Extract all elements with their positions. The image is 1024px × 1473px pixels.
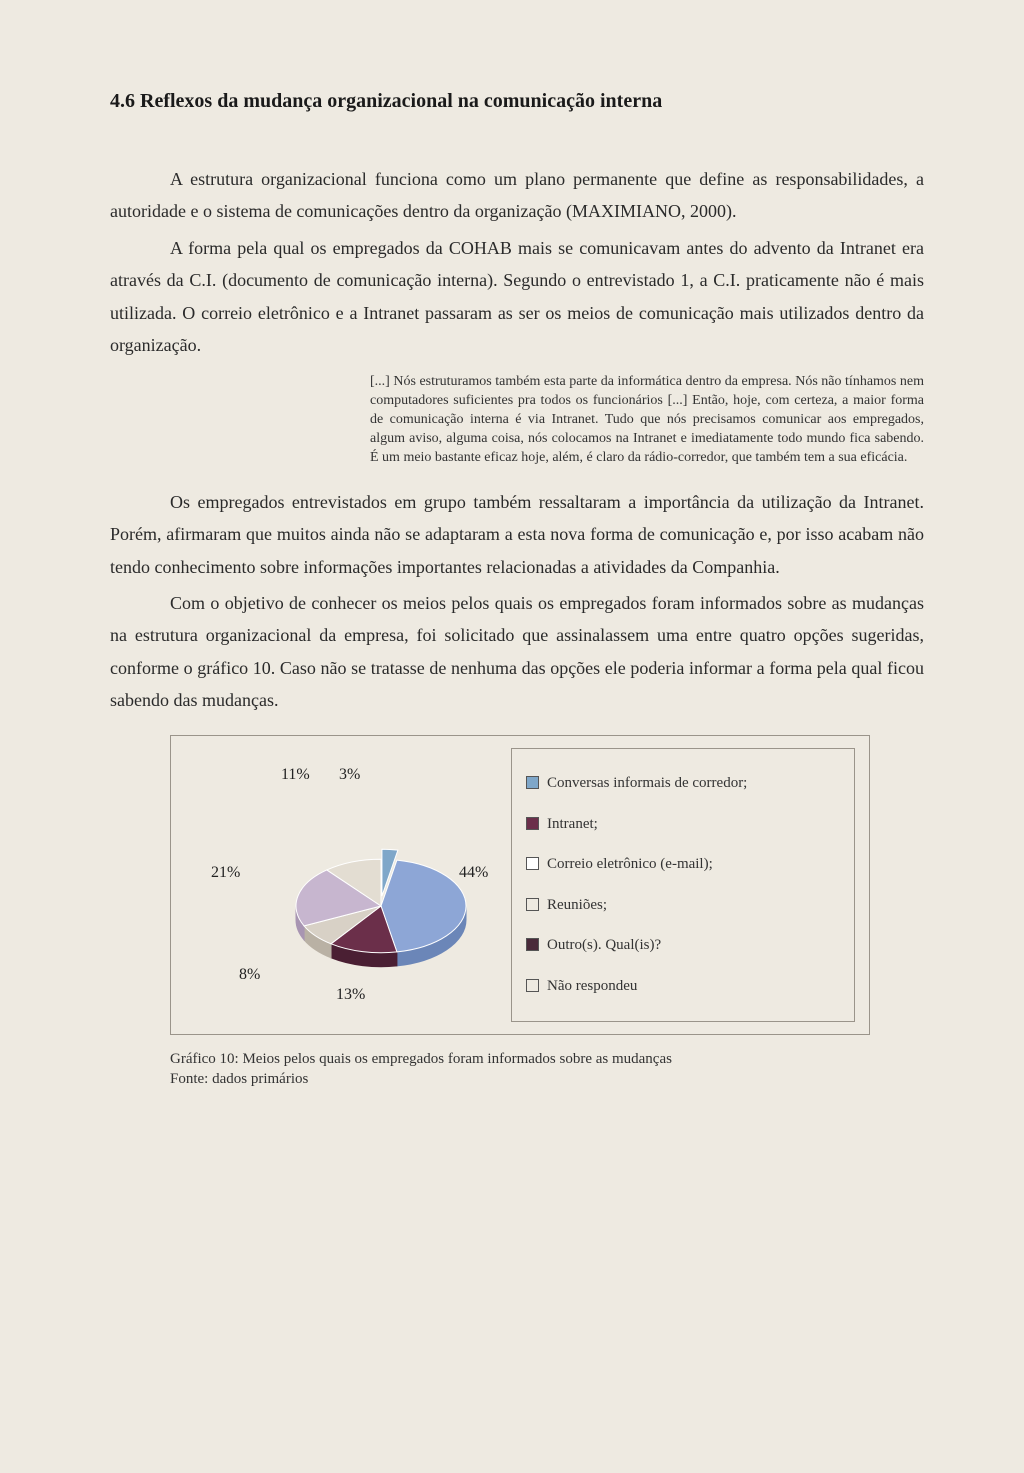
pie-chart-area: 11% 3% 21% 44% 8% 13% bbox=[171, 736, 511, 1034]
document-page: 4.6 Reflexos da mudança organizacional n… bbox=[0, 0, 1024, 1473]
legend-item: Não respondeu bbox=[526, 977, 840, 995]
paragraph-3: Os empregados entrevistados em grupo tam… bbox=[110, 486, 924, 583]
pie-chart bbox=[211, 766, 511, 1046]
legend-item: Conversas informais de corredor; bbox=[526, 774, 840, 792]
legend-swatch bbox=[526, 776, 539, 789]
section-heading: 4.6 Reflexos da mudança organizacional n… bbox=[110, 90, 924, 113]
chart-legend: Conversas informais de corredor; Intranet… bbox=[511, 748, 855, 1022]
legend-swatch bbox=[526, 938, 539, 951]
legend-label: Outro(s). Qual(is)? bbox=[547, 936, 661, 954]
legend-item: Intranet; bbox=[526, 815, 840, 833]
legend-swatch bbox=[526, 979, 539, 992]
legend-label: Não respondeu bbox=[547, 977, 637, 995]
slice-label-21: 21% bbox=[211, 864, 240, 882]
slice-label-3: 3% bbox=[339, 766, 360, 784]
legend-swatch bbox=[526, 898, 539, 911]
legend-label: Conversas informais de corredor; bbox=[547, 774, 747, 792]
slice-label-44: 44% bbox=[459, 864, 488, 882]
legend-item: Reuniões; bbox=[526, 896, 840, 914]
paragraph-1: A estrutura organizacional funciona como… bbox=[110, 163, 924, 228]
paragraph-2: A forma pela qual os empregados da COHAB… bbox=[110, 232, 924, 362]
paragraph-4: Com o objetivo de conhecer os meios pelo… bbox=[110, 587, 924, 717]
chart-caption: Gráfico 10: Meios pelos quais os emprega… bbox=[170, 1049, 924, 1090]
caption-line-2: Fonte: dados primários bbox=[170, 1071, 308, 1087]
chart-container: 11% 3% 21% 44% 8% 13% Conversas informai… bbox=[170, 735, 870, 1035]
caption-line-1: Gráfico 10: Meios pelos quais os emprega… bbox=[170, 1051, 672, 1067]
slice-label-11: 11% bbox=[281, 766, 310, 784]
legend-label: Intranet; bbox=[547, 815, 598, 833]
slice-label-8: 8% bbox=[239, 966, 260, 984]
legend-label: Reuniões; bbox=[547, 896, 607, 914]
block-quote: [...] Nós estruturamos também esta parte… bbox=[370, 373, 924, 467]
legend-swatch bbox=[526, 857, 539, 870]
slice-label-13: 13% bbox=[336, 986, 365, 1004]
legend-item: Correio eletrônico (e-mail); bbox=[526, 855, 840, 873]
legend-swatch bbox=[526, 817, 539, 830]
legend-item: Outro(s). Qual(is)? bbox=[526, 936, 840, 954]
legend-label: Correio eletrônico (e-mail); bbox=[547, 855, 713, 873]
